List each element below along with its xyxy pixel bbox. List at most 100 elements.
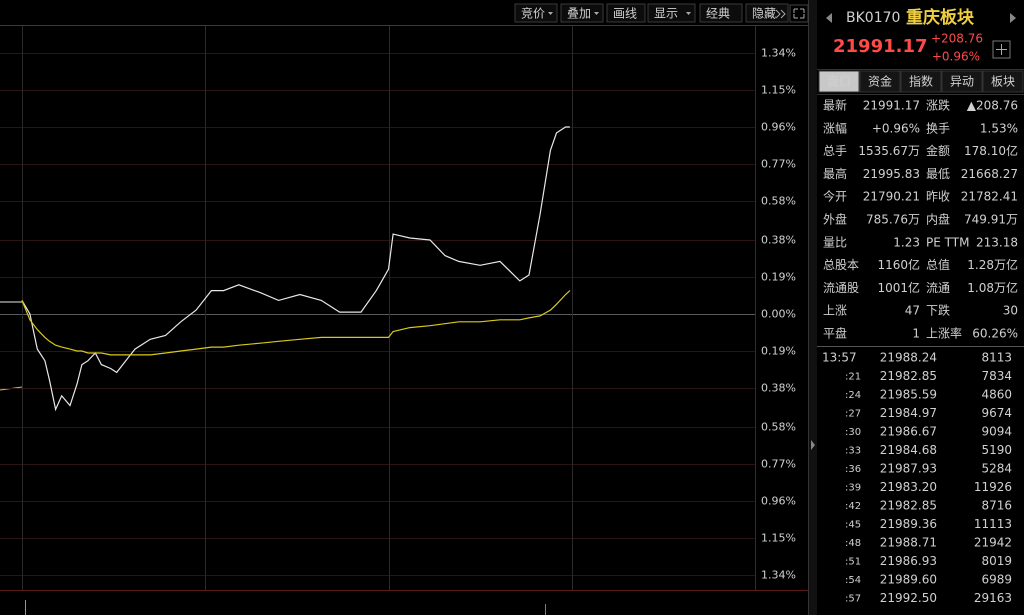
stat-label: 下跌 bbox=[926, 303, 950, 318]
stat-value: 21782.41 bbox=[961, 190, 1018, 204]
prev-arrow[interactable] bbox=[826, 13, 832, 23]
tick-price: 21984.97 bbox=[880, 406, 937, 420]
change: +208.76 bbox=[931, 32, 983, 46]
tick-volume: 11926 bbox=[974, 480, 1012, 494]
tick-price: 21982.85 bbox=[880, 499, 937, 513]
stat-label: 流通股 bbox=[823, 281, 859, 295]
stat-value: 30 bbox=[1003, 304, 1018, 318]
tick-volume: 8113 bbox=[981, 351, 1012, 365]
tick-volume: 6989 bbox=[981, 573, 1012, 587]
y-tick-label: 1.15% bbox=[761, 84, 796, 97]
stat-value: 213.18 bbox=[976, 235, 1018, 249]
tick-price: 21989.36 bbox=[880, 517, 937, 531]
y-tick-label: 0.38% bbox=[761, 234, 796, 247]
y-tick-label: 0.96% bbox=[761, 121, 796, 134]
stat-label: PE TTM bbox=[926, 235, 969, 249]
fullscreen-button[interactable] bbox=[789, 4, 809, 23]
add-button[interactable] bbox=[992, 40, 1011, 59]
stat-value: 1 bbox=[912, 327, 920, 341]
tick-price: 21989.60 bbox=[880, 573, 937, 587]
stat-value: 21991.17 bbox=[863, 99, 920, 113]
toolbar-button[interactable] bbox=[699, 3, 743, 23]
y-tick-label: 1.15% bbox=[761, 532, 796, 545]
toolbar-button[interactable] bbox=[606, 3, 646, 23]
tick-time: :30 bbox=[845, 427, 861, 438]
y-tick-label: 0.19% bbox=[761, 345, 796, 358]
stat-value: 47 bbox=[905, 304, 920, 318]
tick-volume: 9674 bbox=[981, 406, 1012, 420]
tick-time: :27 bbox=[845, 409, 861, 420]
y-tick-label: 0.96% bbox=[761, 495, 796, 508]
y-tick-label: 1.34% bbox=[761, 47, 796, 60]
stat-value: 60.26% bbox=[972, 327, 1018, 341]
tick-time: :24 bbox=[845, 390, 861, 401]
stat-label: 外盘 bbox=[823, 212, 847, 227]
tick-time: :48 bbox=[845, 538, 861, 549]
change-pct: +0.96% bbox=[932, 50, 980, 64]
expand-icon bbox=[775, 9, 786, 19]
stat-label: 上涨率 bbox=[926, 326, 962, 341]
tick-price: 21988.24 bbox=[880, 351, 937, 365]
stat-label: 量比 bbox=[823, 235, 847, 249]
tick-price: 21985.59 bbox=[880, 388, 937, 402]
stat-value: 1535.67万 bbox=[858, 144, 920, 158]
tick-volume: 5284 bbox=[981, 462, 1012, 476]
toolbar-label: 隐藏 bbox=[752, 7, 776, 21]
tick-price: 21986.67 bbox=[880, 425, 937, 439]
toolbar-button[interactable] bbox=[560, 3, 604, 23]
stat-value: 1.53% bbox=[980, 121, 1018, 135]
stat-label: 总值 bbox=[926, 257, 950, 272]
stat-value: 21995.83 bbox=[863, 167, 920, 181]
stat-value: 785.76万 bbox=[866, 213, 920, 227]
tick-price: 21988.71 bbox=[880, 536, 937, 550]
tab-label: 资金 bbox=[868, 74, 892, 89]
price: 21991.17 bbox=[833, 36, 928, 57]
collapse-arrow[interactable] bbox=[811, 440, 815, 450]
tab[interactable] bbox=[900, 70, 942, 93]
tick-time: :39 bbox=[845, 483, 861, 494]
tab[interactable] bbox=[982, 70, 1024, 93]
divider[interactable] bbox=[808, 0, 817, 615]
tick-time: :57 bbox=[845, 594, 861, 605]
stat-label: 平盘 bbox=[823, 326, 847, 341]
toolbar-label: 竞价 bbox=[521, 7, 545, 21]
stat-value: ▲208.76 bbox=[967, 99, 1018, 113]
toolbar-button[interactable] bbox=[647, 3, 696, 23]
tab[interactable] bbox=[818, 70, 860, 93]
tick-volume: 7834 bbox=[981, 369, 1012, 383]
stat-label: 最新 bbox=[823, 98, 847, 113]
stat-value: 1001亿 bbox=[877, 280, 920, 295]
toolbar-label: 叠加 bbox=[567, 7, 591, 21]
tick-volume: 8716 bbox=[981, 499, 1012, 513]
stat-label: 总股本 bbox=[823, 258, 859, 272]
tick-price: 21992.50 bbox=[880, 591, 937, 605]
dropdown-icon bbox=[594, 12, 599, 15]
stat-label: 最高 bbox=[823, 166, 847, 181]
next-arrow[interactable] bbox=[1010, 13, 1016, 23]
fullscreen-icon bbox=[793, 8, 805, 19]
stat-label: 涨跌 bbox=[926, 98, 950, 113]
y-tick-label: 0.77% bbox=[761, 458, 796, 471]
tick-volume: 21942 bbox=[974, 536, 1012, 550]
y-tick-label: 0.38% bbox=[761, 382, 796, 395]
dropdown-icon bbox=[548, 12, 553, 15]
tab[interactable] bbox=[941, 70, 983, 93]
tab[interactable] bbox=[859, 70, 901, 93]
tick-time: :33 bbox=[845, 446, 861, 457]
stat-label: 总手 bbox=[823, 144, 847, 158]
toolbar-label: 经典 bbox=[706, 7, 730, 21]
stat-value: 1.28万亿 bbox=[967, 257, 1018, 272]
tick-time: :54 bbox=[845, 575, 861, 586]
toolbar-button[interactable] bbox=[745, 3, 789, 23]
y-tick-label: 1.34% bbox=[761, 569, 796, 582]
stat-label: 换手 bbox=[926, 121, 950, 135]
tab-label: 盘口 bbox=[827, 74, 851, 89]
tick-time: 13:57 bbox=[822, 351, 857, 365]
tick-volume: 11113 bbox=[974, 517, 1012, 531]
toolbar-button[interactable] bbox=[514, 3, 558, 23]
toolbar-label: 画线 bbox=[613, 7, 637, 21]
tick-time: :36 bbox=[845, 464, 861, 475]
stat-label: 涨幅 bbox=[823, 120, 847, 135]
tick-volume: 9094 bbox=[981, 425, 1012, 439]
